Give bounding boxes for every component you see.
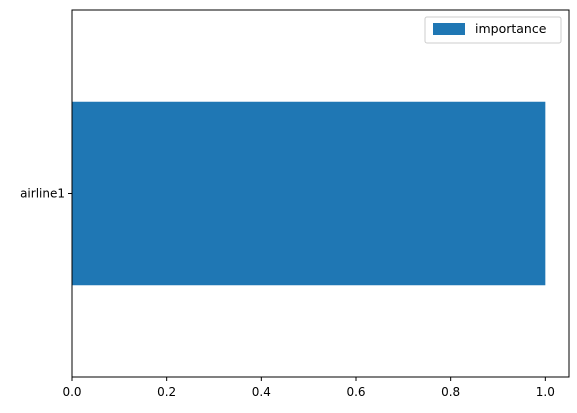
legend: importance	[424, 16, 562, 44]
x-tick-label: 0.4	[252, 385, 271, 399]
x-tick-label: 0.6	[346, 385, 365, 399]
bar-airline1	[72, 101, 546, 286]
x-tick-label: 0.0	[62, 385, 81, 399]
y-tick-label: airline1	[20, 187, 65, 201]
x-tick-label: 1.0	[536, 385, 555, 399]
y-axis: airline1	[20, 187, 72, 201]
bars-layer	[72, 101, 546, 286]
x-tick-label: 0.8	[441, 385, 460, 399]
x-axis: 0.0 0.2 0.4 0.6 0.8 1.0	[62, 377, 555, 399]
x-tick-label: 0.2	[157, 385, 176, 399]
legend-swatch-importance	[433, 23, 465, 35]
legend-label-importance: importance	[475, 21, 547, 36]
